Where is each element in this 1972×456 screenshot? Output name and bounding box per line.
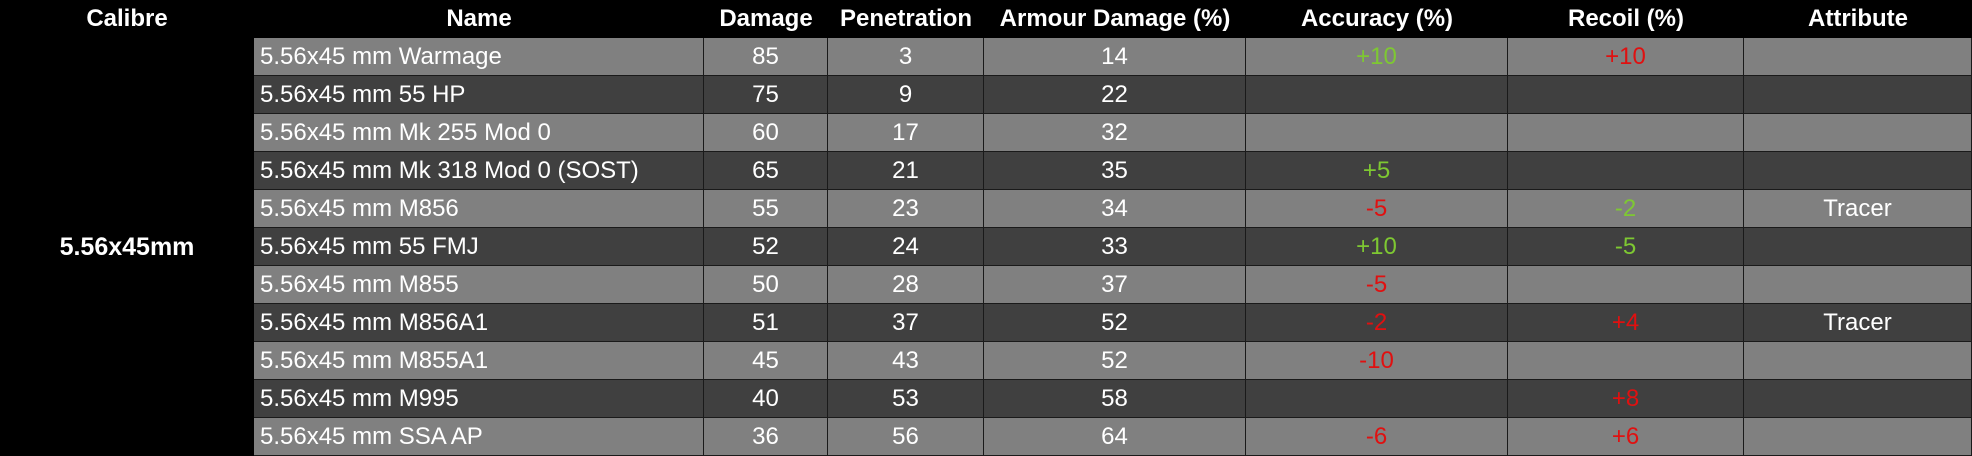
- cell-attribute: [1744, 38, 1972, 76]
- cell-accuracy: +5: [1246, 152, 1508, 190]
- cell-accuracy: -5: [1246, 266, 1508, 304]
- cell-damage: 50: [704, 266, 828, 304]
- cell-damage: 40: [704, 380, 828, 418]
- cell-damage: 65: [704, 152, 828, 190]
- cell-damage: 45: [704, 342, 828, 380]
- cell-armour-damage: 33: [984, 228, 1246, 266]
- cell-name: 5.56x45 mm M855A1: [254, 342, 704, 380]
- cell-name: 5.56x45 mm SSA AP: [254, 418, 704, 456]
- cell-attribute: [1744, 152, 1972, 190]
- cell-penetration: 56: [828, 418, 984, 456]
- cell-recoil: +10: [1508, 38, 1744, 76]
- header-recoil: Recoil (%): [1508, 0, 1744, 38]
- cell-accuracy: +10: [1246, 38, 1508, 76]
- cell-accuracy: -2: [1246, 304, 1508, 342]
- cell-damage: 52: [704, 228, 828, 266]
- cell-penetration: 9: [828, 76, 984, 114]
- cell-attribute: [1744, 76, 1972, 114]
- cell-name: 5.56x45 mm Mk 318 Mod 0 (SOST): [254, 152, 704, 190]
- cell-penetration: 23: [828, 190, 984, 228]
- cell-damage: 36: [704, 418, 828, 456]
- cell-armour-damage: 52: [984, 342, 1246, 380]
- cell-attribute: [1744, 380, 1972, 418]
- cell-attribute: [1744, 342, 1972, 380]
- cell-armour-damage: 58: [984, 380, 1246, 418]
- cell-penetration: 3: [828, 38, 984, 76]
- cell-attribute: Tracer: [1744, 304, 1972, 342]
- header-armour-damage: Armour Damage (%): [984, 0, 1246, 38]
- cell-recoil: [1508, 76, 1744, 114]
- cell-armour-damage: 14: [984, 38, 1246, 76]
- cell-recoil: [1508, 266, 1744, 304]
- cell-recoil: [1508, 114, 1744, 152]
- cell-armour-damage: 37: [984, 266, 1246, 304]
- cell-name: 5.56x45 mm M856A1: [254, 304, 704, 342]
- header-attribute: Attribute: [1744, 0, 1972, 38]
- cell-name: 5.56x45 mm M855: [254, 266, 704, 304]
- cell-name: 5.56x45 mm 55 FMJ: [254, 228, 704, 266]
- cell-damage: 60: [704, 114, 828, 152]
- cell-attribute: [1744, 228, 1972, 266]
- header-calibre: Calibre: [0, 0, 254, 38]
- cell-accuracy: +10: [1246, 228, 1508, 266]
- cell-recoil: +8: [1508, 380, 1744, 418]
- cell-damage: 55: [704, 190, 828, 228]
- cell-damage: 85: [704, 38, 828, 76]
- header-damage: Damage: [704, 0, 828, 38]
- cell-damage: 75: [704, 76, 828, 114]
- cell-armour-damage: 22: [984, 76, 1246, 114]
- cell-accuracy: -6: [1246, 418, 1508, 456]
- calibre-label: 5.56x45mm: [0, 38, 254, 456]
- cell-attribute: [1744, 418, 1972, 456]
- cell-penetration: 21: [828, 152, 984, 190]
- header-penetration: Penetration: [828, 0, 984, 38]
- cell-accuracy: [1246, 76, 1508, 114]
- cell-armour-damage: 35: [984, 152, 1246, 190]
- cell-accuracy: -10: [1246, 342, 1508, 380]
- cell-attribute: [1744, 266, 1972, 304]
- cell-recoil: [1508, 152, 1744, 190]
- cell-penetration: 24: [828, 228, 984, 266]
- cell-attribute: [1744, 114, 1972, 152]
- cell-name: 5.56x45 mm Mk 255 Mod 0: [254, 114, 704, 152]
- cell-name: 5.56x45 mm M856: [254, 190, 704, 228]
- cell-penetration: 37: [828, 304, 984, 342]
- cell-penetration: 43: [828, 342, 984, 380]
- cell-armour-damage: 64: [984, 418, 1246, 456]
- cell-recoil: [1508, 342, 1744, 380]
- cell-recoil: -2: [1508, 190, 1744, 228]
- cell-recoil: +4: [1508, 304, 1744, 342]
- cell-recoil: +6: [1508, 418, 1744, 456]
- cell-armour-damage: 34: [984, 190, 1246, 228]
- cell-name: 5.56x45 mm M995: [254, 380, 704, 418]
- cell-name: 5.56x45 mm 55 HP: [254, 76, 704, 114]
- header-name: Name: [254, 0, 704, 38]
- cell-attribute: Tracer: [1744, 190, 1972, 228]
- cell-name: 5.56x45 mm Warmage: [254, 38, 704, 76]
- cell-damage: 51: [704, 304, 828, 342]
- cell-accuracy: [1246, 114, 1508, 152]
- cell-penetration: 17: [828, 114, 984, 152]
- cell-accuracy: [1246, 380, 1508, 418]
- cell-recoil: -5: [1508, 228, 1744, 266]
- header-accuracy: Accuracy (%): [1246, 0, 1508, 38]
- cell-accuracy: -5: [1246, 190, 1508, 228]
- cell-penetration: 28: [828, 266, 984, 304]
- cell-armour-damage: 32: [984, 114, 1246, 152]
- cell-penetration: 53: [828, 380, 984, 418]
- cell-armour-damage: 52: [984, 304, 1246, 342]
